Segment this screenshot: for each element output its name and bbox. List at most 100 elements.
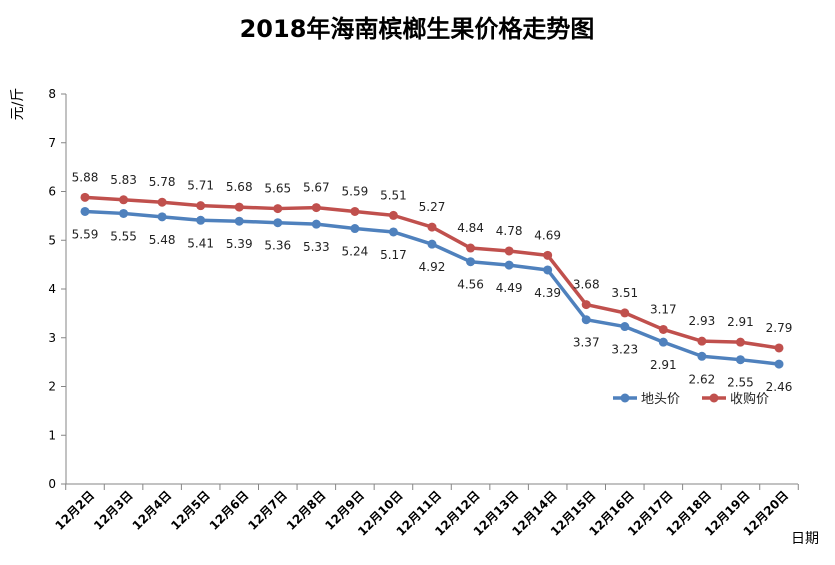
data-point <box>774 359 784 369</box>
data-point <box>350 224 360 234</box>
data-label: 3.68 <box>573 278 600 292</box>
data-label: 4.39 <box>534 286 561 300</box>
data-label: 3.17 <box>650 302 677 316</box>
data-label: 5.48 <box>149 233 176 247</box>
legend: 地头价 收购价 <box>613 391 769 407</box>
data-label: 2.91 <box>650 358 677 372</box>
data-point <box>620 308 630 318</box>
y-tick-label: 0 <box>48 477 56 491</box>
data-label: 3.37 <box>573 336 600 350</box>
data-point <box>620 322 630 332</box>
data-label: 5.78 <box>149 175 176 189</box>
x-tick-label: 12月4日 <box>130 488 175 533</box>
data-label: 4.78 <box>496 224 523 238</box>
data-point <box>504 260 514 270</box>
x-tick-label: 12月2日 <box>53 488 98 533</box>
data-label: 4.49 <box>496 281 523 295</box>
y-tick-label: 3 <box>48 331 56 345</box>
data-label: 5.39 <box>226 237 253 251</box>
y-tick-label: 7 <box>48 136 56 150</box>
data-label: 5.59 <box>342 184 369 198</box>
data-label: 2.55 <box>727 376 754 390</box>
data-point <box>697 351 707 361</box>
x-tick-label: 12月7日 <box>245 488 290 533</box>
y-tick-label: 2 <box>48 380 56 394</box>
data-point <box>388 210 398 220</box>
data-label: 4.92 <box>419 260 446 274</box>
data-point <box>466 243 476 253</box>
data-point <box>311 219 321 229</box>
data-label: 4.69 <box>534 228 561 242</box>
data-point <box>119 208 129 218</box>
data-label: 2.62 <box>689 372 716 386</box>
data-point <box>774 343 784 353</box>
data-label: 5.71 <box>187 179 214 193</box>
axes: 0 1 2 3 4 5 6 7 8 12月2日12月3日12月4日12月5日12月6日12月7日1… <box>48 87 799 539</box>
x-tick-label: 12月5日 <box>168 488 213 533</box>
data-label: 2.93 <box>689 314 716 328</box>
y-tick-label: 6 <box>48 185 56 199</box>
data-label: 2.46 <box>766 380 793 394</box>
data-label: 5.65 <box>264 182 291 196</box>
data-label: 5.33 <box>303 240 330 254</box>
data-label: 3.23 <box>611 343 638 357</box>
x-tick-label: 12月8日 <box>284 488 329 533</box>
data-point <box>735 337 745 347</box>
y-tick-label: 5 <box>48 233 56 247</box>
data-point <box>388 227 398 237</box>
data-point <box>196 215 206 225</box>
y-axis-label: 元/斤 <box>10 88 26 121</box>
data-point <box>157 212 167 222</box>
data-point <box>119 195 129 205</box>
data-point <box>196 201 206 211</box>
data-point <box>273 204 283 214</box>
data-label: 5.68 <box>226 180 253 194</box>
data-label: 5.24 <box>342 245 369 259</box>
y-tick-label: 8 <box>48 87 56 101</box>
data-point <box>273 218 283 228</box>
data-point <box>427 239 437 249</box>
data-point <box>234 216 244 226</box>
data-label: 5.59 <box>72 227 99 241</box>
data-label: 3.51 <box>611 286 638 300</box>
x-tick-label: 12月6日 <box>207 488 252 533</box>
data-point <box>735 355 745 365</box>
data-point <box>466 257 476 267</box>
legend-label: 地头价 <box>641 392 680 407</box>
data-point <box>427 222 437 232</box>
data-point <box>80 192 90 202</box>
x-tick-label: 12月3日 <box>91 488 136 533</box>
data-point <box>581 300 591 310</box>
data-label: 5.51 <box>380 188 407 202</box>
data-label: 4.84 <box>457 221 484 235</box>
series-line-0 <box>83 209 781 366</box>
data-point <box>543 250 553 260</box>
data-point <box>350 206 360 216</box>
data-label: 5.55 <box>110 229 137 243</box>
data-point <box>234 202 244 212</box>
data-point <box>581 315 591 325</box>
data-point <box>311 203 321 213</box>
y-tick-label: 4 <box>48 282 56 296</box>
data-label: 4.56 <box>457 278 484 292</box>
data-point <box>504 246 514 256</box>
data-label: 5.27 <box>419 200 446 214</box>
x-axis-label: 日期 <box>791 531 819 547</box>
data-point <box>543 265 553 275</box>
data-label: 5.83 <box>110 173 137 187</box>
legend-marker <box>620 393 630 403</box>
data-labels: 5.59 5.55 5.48 5.41 5.39 5.36 5.33 5.24 5.17 4.92… <box>72 170 793 394</box>
legend-marker <box>709 393 719 403</box>
chart-title: 2018年海南槟榔生果价格走势图 <box>240 15 595 43</box>
data-point <box>697 336 707 346</box>
data-label: 5.67 <box>303 181 330 195</box>
data-label: 5.41 <box>187 236 214 250</box>
data-label: 5.88 <box>72 170 99 184</box>
series-layer <box>80 192 784 369</box>
data-label: 5.17 <box>380 248 407 262</box>
data-point <box>658 324 668 334</box>
data-point <box>157 197 167 207</box>
legend-label: 收购价 <box>730 391 769 407</box>
data-label: 5.36 <box>264 239 291 253</box>
